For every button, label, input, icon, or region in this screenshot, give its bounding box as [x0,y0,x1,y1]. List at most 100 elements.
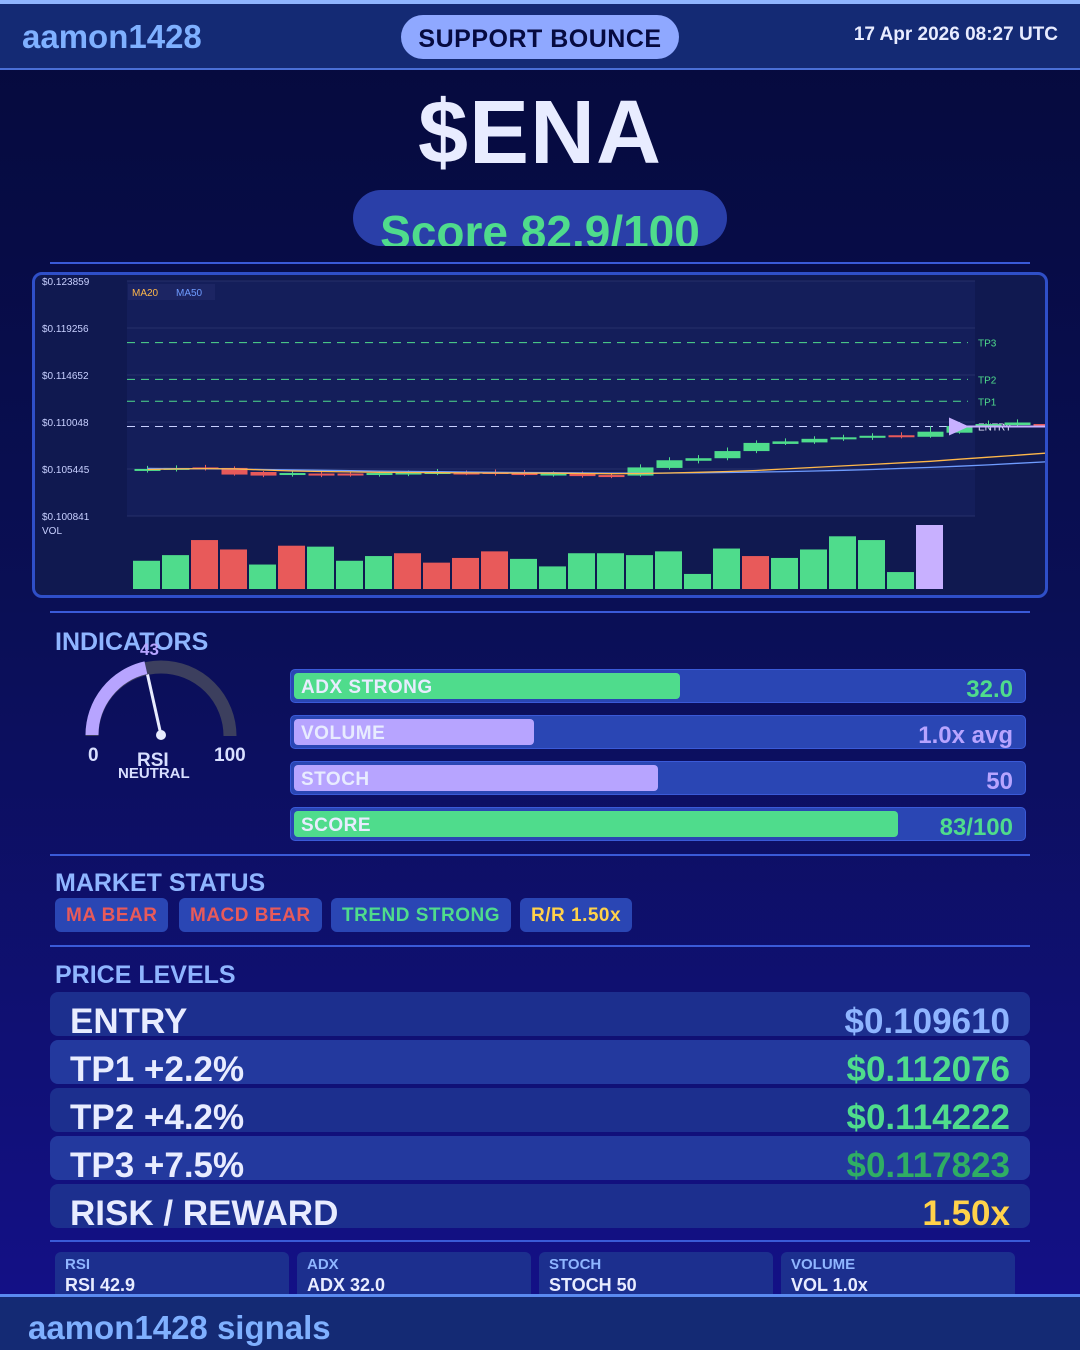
gauge-state: NEUTRAL [118,765,190,782]
volume-bar [133,560,160,589]
setup-badge: SUPPORT BOUNCE [401,15,679,59]
footer-brand: aamon1428 signals [28,1309,331,1346]
candle-body [540,473,567,476]
stat-key: STOCH [549,1256,602,1273]
rsi-value: 43 [140,640,159,659]
level-name: TP3 +7.5% [70,1146,245,1185]
rsi-gauge [85,660,237,740]
status-badge-trend: TREND STRONG [331,898,511,932]
score-badge: Score 82.9/100 [353,190,727,246]
y-tick-label: $0.105445 [42,465,90,476]
candle-body [1033,424,1045,427]
gauge-needle [146,674,163,736]
candle-body [1004,422,1031,426]
level-price: $0.117823 [846,1146,1010,1185]
level-row-entry: ENTRY $0.109610 [50,992,1030,1041]
stoch-bar-fill [294,765,658,791]
volume-bar [423,562,450,589]
divider [50,945,1030,947]
candle-body [279,473,306,476]
candle-body [337,473,364,476]
candle-body [250,472,277,476]
volume-bar [771,557,798,589]
score-bar-label: SCORE [301,815,372,836]
adx-bar-fill [294,673,680,699]
top-bar: aamon1428 SUPPORT BOUNCE 17 Apr 2026 08:… [0,0,1080,70]
gauge-fill [85,661,148,736]
volume-bar [858,540,885,589]
stat-value: ADX 32.0 [307,1275,386,1295]
candle-body [134,468,161,471]
stat-value: RSI 42.9 [65,1275,136,1295]
stat-key: ADX [307,1256,339,1273]
volume-bar [800,549,827,589]
chart-svg: $0.123859 $0.119256 $0.114652 $0.110048 $0.1… [42,277,1045,589]
stoch-bar-value: 50 [986,768,1013,795]
score-bar-value: 83/100 [939,814,1013,841]
level-label: TP1 [978,397,997,408]
level-price: $0.112076 [846,1050,1010,1089]
stat-card-stoch: STOCH STOCH 50 [539,1252,773,1298]
candle-body [366,473,393,476]
candle-body [395,472,422,475]
volume-bar [684,573,711,589]
level-price: $0.109610 [844,1002,1010,1041]
stat-key: VOLUME [791,1256,856,1273]
volume-bar [307,546,334,589]
volume-bar-label: VOLUME [301,723,386,744]
stoch-bar-label: STOCH [301,769,370,790]
price-chart: $0.123859 $0.119256 $0.114652 $0.110048 $0.1… [32,272,1048,598]
gauge-hub [156,730,166,740]
volume-bar [510,558,537,589]
y-tick-label: $0.119256 [42,324,89,335]
adx-bar-value: 32.0 [966,676,1013,703]
volume-bar [829,536,856,589]
y-tick-label: $0.123859 [42,277,90,288]
divider [50,854,1030,856]
y-tick-label: $0.100841 [42,512,90,523]
volume-bar [481,551,508,589]
level-label: ENTRY [978,422,1012,433]
candle-body [859,435,886,438]
candle-body [221,467,248,475]
volume-bar [394,553,421,589]
score-text: Score 82.9/100 [380,206,700,246]
volume-label: VOL [42,526,62,537]
score-bar-fill [294,811,899,837]
volume-bar [568,553,595,589]
level-row-tp1: TP1 +2.2% $0.112076 [50,1040,1030,1089]
volume-bar [713,548,740,589]
gauge-max-label: 100 [214,745,246,766]
volume-bar [916,525,943,589]
status-badge-ma: MA BEAR [55,898,169,932]
stat-card-rsi: RSI RSI 42.9 [55,1252,289,1298]
gauge-min-label: 0 [88,745,99,766]
level-label: TP3 [978,339,997,350]
adx-bar-label: ADX STRONG [301,677,433,698]
entry-arrow-head [949,417,969,436]
adx-bar: ADX STRONG 32.0 [290,669,1026,703]
candle-body [511,473,538,476]
brand-name: aamon1428 [22,18,202,55]
plot-area [127,281,975,516]
status-badge-rr: R/R 1.50x [520,898,633,932]
stoch-bar: STOCH 50 [290,761,1026,795]
candle-body [772,441,799,444]
candle-body [656,460,683,468]
y-tick-label: $0.114652 [42,371,89,382]
volume-bar [365,556,392,589]
candle-body [801,438,828,443]
divider [50,611,1030,613]
candle-body [830,437,857,440]
stat-card-volume: VOLUME VOL 1.0x [781,1252,1015,1298]
status-badge-macd: MACD BEAR [179,898,322,932]
timestamp: 17 Apr 2026 08:27 UTC [853,24,1058,45]
level-name: RISK / REWARD [70,1194,339,1233]
volume-bar: VOLUME 1.0x avg [290,715,1026,749]
level-row-tp3: TP3 +7.5% $0.117823 [50,1136,1030,1185]
stat-value: VOL 1.0x [791,1275,868,1295]
footer-bar: aamon1428 signals [0,1294,1080,1350]
volume-bar [597,553,624,589]
volume-bar [336,560,363,589]
gauge-name: RSI [137,750,169,771]
